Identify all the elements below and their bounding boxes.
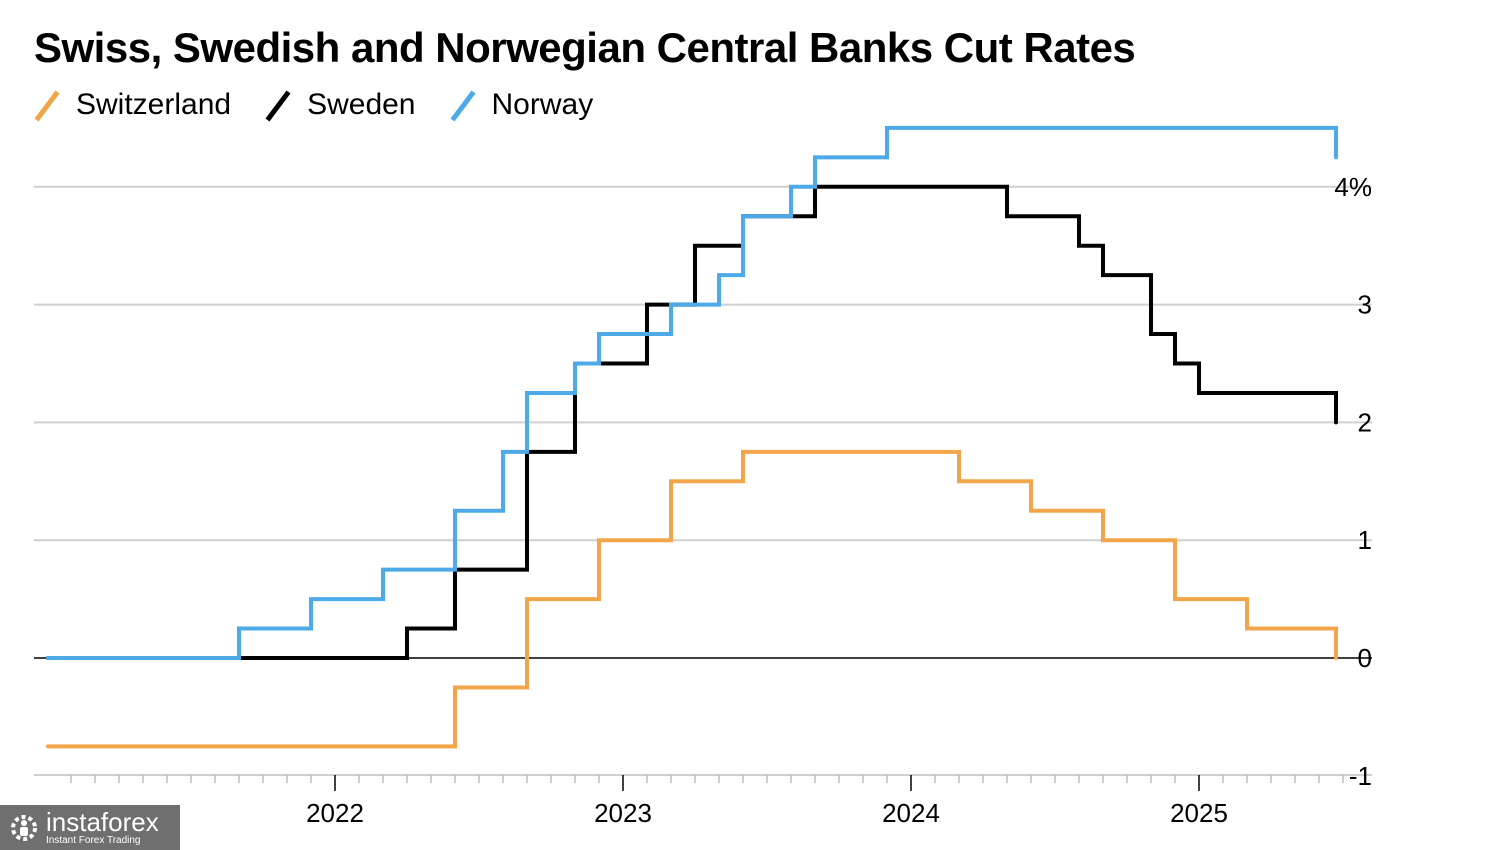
y-tick-label: 2 <box>1358 407 1372 437</box>
legend-label-norway: Norway <box>491 88 594 121</box>
chart-title: Swiss, Swedish and Norwegian Central Ban… <box>34 24 1136 71</box>
y-tick-label: 4% <box>1334 172 1372 202</box>
legend-item-sweden: Sweden <box>265 88 416 122</box>
logo-main-text: instaforex <box>46 807 159 837</box>
gear-person-icon <box>11 814 37 841</box>
x-axis <box>34 774 1372 791</box>
x-tick-label-2024: 2024 <box>882 798 940 828</box>
series-layer <box>46 125 1338 749</box>
logo-text: instaforex Instant Forex Trading <box>46 809 159 846</box>
legend-swatch-switzerland <box>34 90 60 122</box>
legend-label-switzerland: Switzerland <box>76 88 232 121</box>
y-tick-label: 0 <box>1358 643 1372 673</box>
instaforex-logo: instaforex Instant Forex Trading <box>0 805 180 850</box>
y-tick-label: -1 <box>1349 761 1372 791</box>
x-tick-label-2025: 2025 <box>1170 798 1228 828</box>
legend-item-switzerland: Switzerland <box>34 88 231 122</box>
legend-swatch-norway <box>450 90 475 122</box>
grid-layer <box>34 185 1372 659</box>
logo-sub-text: Instant Forex Trading <box>46 835 141 846</box>
series-line-sweden <box>46 184 1338 660</box>
series-line-norway <box>46 125 1338 660</box>
legend-item-norway: Norway <box>450 88 594 122</box>
label-layer: -1 0 1 2 3 4% 2022 2023 2024 2025 <box>306 172 1372 828</box>
y-tick-label: 1 <box>1358 525 1372 555</box>
series-line-switzerland <box>46 449 1338 749</box>
x-tick-label-2022: 2022 <box>306 798 364 828</box>
legend-swatch-sweden <box>265 90 291 122</box>
y-tick-label: 3 <box>1358 290 1372 320</box>
x-tick-label-2023: 2023 <box>594 798 652 828</box>
chart-legend: Switzerland Sweden Norway <box>34 88 627 122</box>
legend-label-sweden: Sweden <box>307 88 416 121</box>
